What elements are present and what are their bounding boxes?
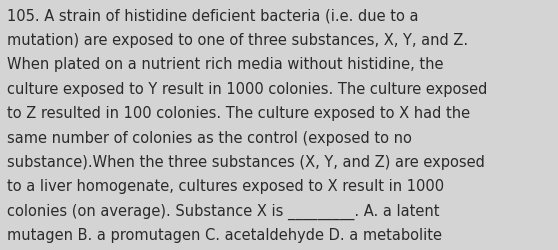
Text: colonies (on average). Substance X is _________. A. a latent: colonies (on average). Substance X is __… xyxy=(7,203,439,219)
Text: same number of colonies as the control (exposed to no: same number of colonies as the control (… xyxy=(7,130,412,145)
Text: When plated on a nutrient rich media without histidine, the: When plated on a nutrient rich media wit… xyxy=(7,57,443,72)
Text: mutation) are exposed to one of three substances, X, Y, and Z.: mutation) are exposed to one of three su… xyxy=(7,33,468,48)
Text: substance).When the three substances (X, Y, and Z) are exposed: substance).When the three substances (X,… xyxy=(7,154,484,169)
Text: to a liver homogenate, cultures exposed to X result in 1000: to a liver homogenate, cultures exposed … xyxy=(7,178,444,194)
Text: culture exposed to Y result in 1000 colonies. The culture exposed: culture exposed to Y result in 1000 colo… xyxy=(7,82,487,96)
Text: to Z resulted in 100 colonies. The culture exposed to X had the: to Z resulted in 100 colonies. The cultu… xyxy=(7,106,470,121)
Text: mutagen B. a promutagen C. acetaldehyde D. a metabolite: mutagen B. a promutagen C. acetaldehyde … xyxy=(7,227,442,242)
Text: 105. A strain of histidine deficient bacteria (i.e. due to a: 105. A strain of histidine deficient bac… xyxy=(7,9,418,24)
